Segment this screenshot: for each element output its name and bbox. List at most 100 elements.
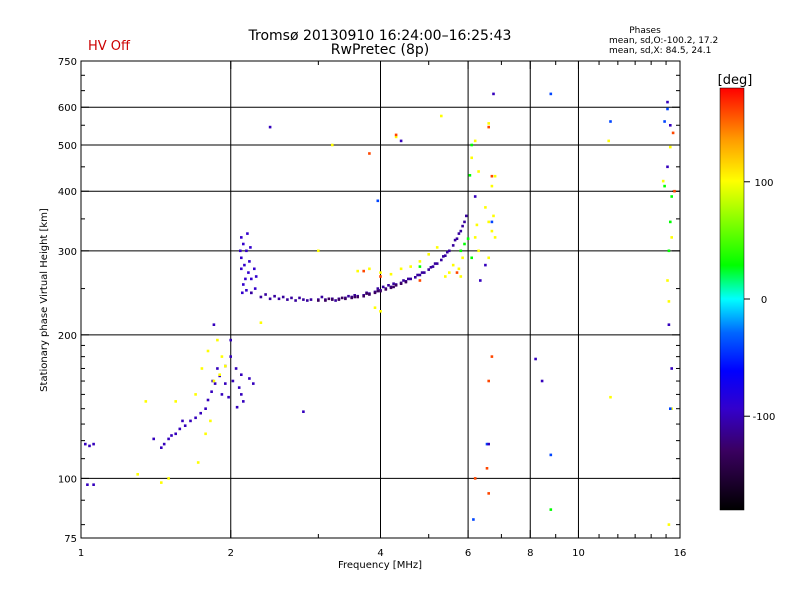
- data-point: [218, 373, 221, 376]
- data-point: [347, 294, 350, 298]
- data-point: [446, 250, 449, 254]
- data-point: [331, 298, 334, 301]
- data-point: [444, 254, 447, 257]
- data-point: [365, 292, 368, 295]
- data-point: [473, 139, 477, 143]
- data-point: [167, 477, 170, 480]
- data-point: [490, 355, 494, 358]
- data-point: [670, 195, 673, 198]
- data-point: [455, 271, 459, 274]
- data-point: [394, 133, 398, 137]
- y-tick-label: 500: [58, 141, 77, 152]
- data-point: [334, 299, 337, 302]
- data-point: [666, 107, 669, 111]
- data-point: [229, 355, 232, 358]
- data-point: [248, 377, 251, 380]
- data-point: [281, 295, 285, 299]
- data-point: [669, 124, 672, 127]
- y-tick-label: 400: [58, 187, 77, 198]
- data-point: [607, 139, 610, 143]
- data-point: [376, 289, 380, 293]
- data-point: [389, 286, 393, 290]
- data-point: [487, 220, 490, 224]
- phases-line-o: mean, sd,O:-100.2, 17.2: [609, 36, 718, 46]
- data-point: [199, 411, 202, 415]
- data-point: [451, 263, 455, 267]
- data-point: [324, 299, 327, 302]
- y-tick-label: 100: [58, 474, 77, 485]
- data-point: [204, 407, 207, 410]
- data-point: [268, 297, 272, 301]
- data-point: [418, 265, 422, 268]
- data-point: [273, 294, 276, 298]
- data-point: [414, 276, 417, 279]
- data-point: [241, 291, 244, 295]
- x-tick-label: 1: [78, 548, 84, 559]
- data-point: [487, 442, 490, 446]
- data-point: [490, 220, 494, 224]
- data-point: [487, 256, 490, 260]
- data-point: [493, 174, 497, 178]
- data-point: [435, 246, 439, 249]
- data-point: [418, 260, 422, 263]
- data-point: [246, 232, 249, 235]
- x-tick-label: 10: [572, 548, 585, 559]
- data-point: [470, 143, 473, 147]
- data-point: [178, 427, 182, 431]
- data-point: [407, 277, 410, 281]
- data-point: [485, 467, 489, 470]
- data-point: [671, 131, 675, 135]
- data-point: [309, 298, 313, 301]
- data-points: [84, 92, 676, 526]
- data-point: [409, 277, 412, 281]
- y-tick-label: 750: [58, 57, 77, 68]
- data-point: [320, 295, 324, 299]
- data-point: [268, 125, 272, 129]
- data-point: [455, 237, 459, 240]
- data-point: [368, 293, 371, 296]
- data-point: [459, 249, 463, 253]
- colorbar-tick-label: 0: [761, 295, 767, 306]
- data-point: [416, 273, 419, 277]
- data-point: [196, 461, 200, 464]
- y-tick-label: 200: [58, 331, 77, 342]
- data-point: [183, 424, 187, 427]
- data-point: [440, 114, 443, 118]
- data-point: [670, 407, 673, 410]
- data-point: [213, 382, 217, 385]
- data-point: [670, 367, 673, 370]
- data-point: [353, 295, 356, 299]
- phases-line-x: mean, sd,X: 84.5, 24.1: [609, 46, 711, 56]
- data-point: [402, 279, 405, 282]
- data-point: [206, 349, 210, 353]
- chart-subtitle: RwPretec (8p): [331, 42, 429, 58]
- data-point: [457, 232, 461, 235]
- data-point: [392, 285, 395, 289]
- data-point: [379, 310, 382, 313]
- data-point: [317, 299, 320, 302]
- data-point: [174, 432, 177, 436]
- data-point: [212, 379, 216, 383]
- data-point: [224, 364, 227, 368]
- data-point: [392, 282, 395, 285]
- status-label: HV Off: [88, 39, 131, 54]
- x-axis-label: Frequency [MHz]: [338, 560, 422, 571]
- data-point: [540, 379, 544, 383]
- data-point: [174, 400, 177, 403]
- data-point: [669, 407, 672, 410]
- data-point: [144, 400, 148, 403]
- data-point: [290, 296, 293, 300]
- data-point: [444, 275, 447, 278]
- data-point: [231, 379, 235, 383]
- data-point: [86, 483, 89, 486]
- data-point: [669, 220, 672, 224]
- data-point: [427, 253, 430, 256]
- data-point: [240, 256, 243, 260]
- data-point: [298, 296, 301, 300]
- data-point: [663, 120, 666, 123]
- data-point: [212, 323, 216, 326]
- data-point: [609, 120, 612, 123]
- data-point: [492, 214, 495, 218]
- data-point: [194, 393, 197, 396]
- data-point: [418, 279, 422, 282]
